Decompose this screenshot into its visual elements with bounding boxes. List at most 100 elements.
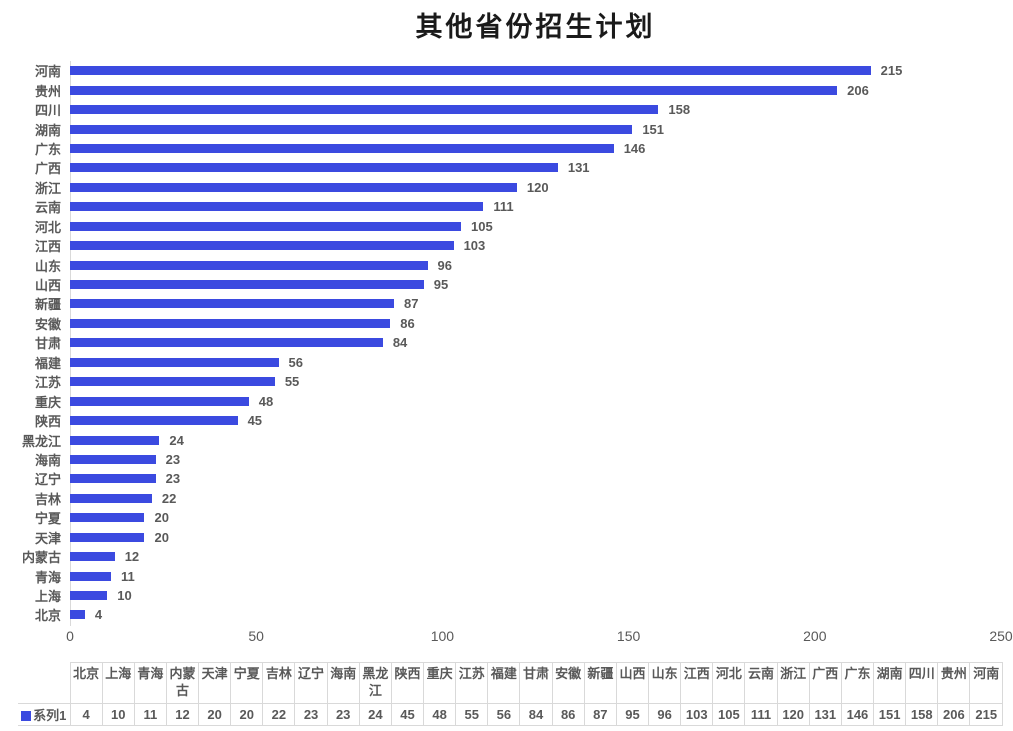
bar-value-label: 215: [880, 63, 903, 79]
bar-value-label: 56: [288, 354, 303, 370]
bar-track: 56: [70, 356, 1001, 369]
y-axis-label: 重庆: [34, 394, 61, 410]
table-cell: 87: [583, 703, 617, 726]
table-cell: 86: [551, 703, 585, 726]
y-axis-label: 新疆: [34, 297, 61, 313]
table-cell: 56: [487, 703, 521, 726]
table-column-header: 海南: [326, 662, 360, 704]
bar-value-label: 103: [463, 238, 486, 254]
y-axis-label: 广东: [34, 141, 61, 157]
table-column-header: 云南: [744, 662, 778, 704]
bar-value-label: 96: [437, 257, 452, 273]
table-cell: 103: [680, 703, 714, 726]
bar-value-label: 12: [124, 549, 140, 565]
y-axis-label: 陕西: [34, 414, 61, 430]
series-legend-swatch-icon: [21, 711, 32, 721]
bar-row: 陕西 45: [0, 411, 1013, 430]
table-column-header: 陕西: [390, 662, 425, 704]
y-axis-label: 青海: [34, 569, 61, 585]
bar-track: 45: [70, 414, 1001, 427]
x-axis-tick: 150: [616, 628, 641, 644]
bar-row: 新疆 87: [0, 294, 1013, 313]
bar: [70, 182, 517, 192]
y-axis-label: 黑龙江: [21, 433, 61, 449]
table-cell: 120: [776, 703, 810, 726]
table-cell: 23: [294, 703, 328, 726]
bar: [70, 221, 462, 231]
table-cell: 20: [230, 703, 264, 726]
bar: [70, 202, 484, 212]
bar: [70, 163, 558, 173]
series-label-cell: 系列1: [18, 703, 71, 726]
table-column-header: 新疆: [583, 662, 617, 704]
table-column-header: 安徽: [551, 662, 585, 704]
table-column-header: 广东: [840, 662, 875, 704]
bar-row: 贵州 206: [0, 80, 1013, 99]
table-column-header: 北京: [69, 662, 103, 704]
bar-track: 84: [70, 336, 1001, 349]
bar-value-label: 87: [403, 296, 419, 312]
bar-row: 海南 23: [0, 450, 1013, 469]
bar-row: 重庆 48: [0, 391, 1013, 410]
bar-value-label: 111: [493, 199, 514, 215]
y-axis-label: 四川: [34, 103, 61, 119]
bar-value-label: 20: [154, 510, 169, 526]
table-column-header: 河南: [969, 662, 1003, 704]
bar: [70, 66, 871, 76]
y-axis-label: 湖南: [34, 122, 61, 138]
table-column-header: 重庆: [423, 662, 457, 704]
bar-track: 215: [70, 64, 1001, 77]
table-cell: 158: [905, 703, 939, 726]
bar-track: 111: [70, 200, 1001, 213]
table-column-header: 甘肃: [519, 662, 553, 704]
bar-row: 青海 11: [0, 566, 1013, 585]
table-cell: 105: [712, 703, 746, 726]
bar-value-label: 131: [567, 160, 590, 176]
bar-value-label: 24: [169, 432, 184, 448]
table-cell: 12: [165, 703, 200, 726]
x-axis-tick: 0: [66, 628, 74, 644]
bar: [70, 124, 633, 134]
bar: [70, 241, 454, 251]
bar: [70, 493, 152, 503]
y-axis-label: 河南: [34, 64, 61, 80]
y-axis-label: 浙江: [34, 180, 61, 196]
bar: [70, 357, 279, 367]
bar-value-label: 158: [668, 102, 691, 118]
bar: [70, 396, 249, 406]
table-column-header: 河北: [712, 662, 746, 704]
bar: [70, 435, 160, 445]
y-axis-label: 天津: [34, 530, 61, 546]
table-column-header: 青海: [133, 662, 167, 704]
bar-track: 96: [70, 259, 1001, 272]
table-column-header: 天津: [198, 662, 232, 704]
bar-value-label: 95: [433, 277, 449, 293]
table-column-header: 广西: [808, 662, 842, 704]
bar-track: 22: [70, 492, 1001, 505]
bar: [70, 377, 275, 387]
bar: [70, 318, 391, 328]
bar-value-label: 45: [247, 413, 263, 429]
bar-track: 146: [70, 142, 1001, 155]
x-axis: 0 50 100 150 200 250: [66, 628, 1013, 648]
table-cell: 4: [69, 703, 103, 726]
bar-row: 宁夏 20: [0, 508, 1013, 527]
bar-value-label: 48: [258, 393, 274, 409]
y-axis-label: 河北: [34, 219, 61, 235]
bar-track: 151: [70, 123, 1001, 136]
bar: [70, 454, 156, 464]
bar: [70, 571, 111, 581]
bar-row: 辽宁 23: [0, 469, 1013, 488]
bar-value-label: 4: [94, 607, 103, 623]
table-cell: 206: [937, 703, 971, 726]
bar-row: 四川 158: [0, 100, 1013, 119]
bar: [70, 143, 614, 153]
bar-value-label: 206: [847, 82, 869, 98]
table-cell: 45: [390, 703, 425, 726]
table-cell: 23: [326, 703, 360, 726]
bar-track: 131: [70, 161, 1001, 174]
bar-track: 23: [70, 453, 1001, 466]
table-column-header: 江西: [680, 662, 714, 704]
table-column-header: 四川: [905, 662, 939, 704]
bar-track: 158: [70, 103, 1001, 116]
